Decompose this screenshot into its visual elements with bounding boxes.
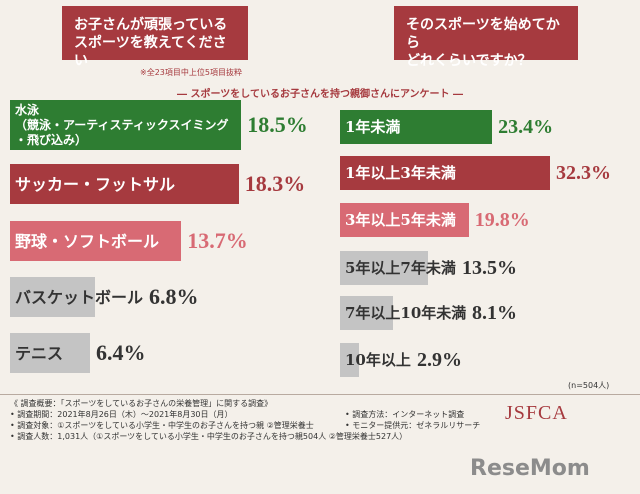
footer-notes: 《 調査概要：「スポーツをしているお子さんの栄養管理」に関する調査》 • 調査期… [10, 399, 408, 441]
category-label: 1年未満 [345, 117, 401, 136]
divider [0, 394, 640, 395]
value-label: 6.4% [96, 340, 146, 365]
category-label: 1年以上3年未満 [345, 163, 456, 182]
bar [10, 333, 90, 373]
category-label: 10年以上 [345, 350, 411, 369]
bar [340, 156, 550, 190]
bar [10, 164, 239, 204]
value-label: 18.5% [247, 112, 308, 137]
category-label: 3年以上5年未満 [345, 210, 456, 229]
category-label: 水泳 （競泳・アーティスティックスイミング ・飛び込み） [15, 102, 229, 147]
bar [10, 221, 182, 261]
value-label: 6.8% [149, 284, 199, 309]
sample-size: (n=504人) [568, 381, 610, 390]
subtitle: ― スポーツをしているお子さんを持つ親御さんにアンケート ― [176, 89, 464, 100]
category-label: 7年以上10年未満 [345, 303, 467, 322]
footer-notes-right: • 調査方法：インターネット調査 • モニター提供元：ゼネラルリサーチ [345, 410, 481, 430]
category-label: バスケットボール [15, 287, 144, 307]
logo: JSFCA [505, 402, 568, 424]
right-question: そのスポーツを始めてから どれくらいですか？ [394, 6, 578, 69]
category-label: サッカー・フットサル [15, 174, 176, 194]
note: ※全23項目中上位5項目抜粋 [140, 68, 242, 77]
value-label: 19.8% [474, 208, 530, 231]
bar [340, 343, 359, 377]
value-label: 13.7% [187, 228, 248, 253]
category-label: 5年以上7年未満 [345, 258, 456, 277]
bar [340, 203, 469, 237]
watermark: ReseMom [470, 456, 590, 481]
bar [340, 296, 393, 330]
value-label: 13.5% [462, 256, 517, 279]
value-label: 32.3% [555, 161, 611, 184]
bar [340, 110, 493, 144]
value-label: 8.1% [472, 301, 517, 324]
bar [340, 251, 428, 285]
value-label: 23.4% [498, 115, 554, 138]
category-label: テニス [15, 343, 64, 363]
category-label: 野球・ソフトボール [15, 231, 160, 251]
bar [10, 100, 242, 150]
value-label: 2.9% [417, 348, 462, 371]
left-question: お子さんが頑張っている スポーツを教えてください [62, 6, 248, 69]
value-label: 18.3% [244, 171, 306, 196]
bar [10, 277, 95, 317]
